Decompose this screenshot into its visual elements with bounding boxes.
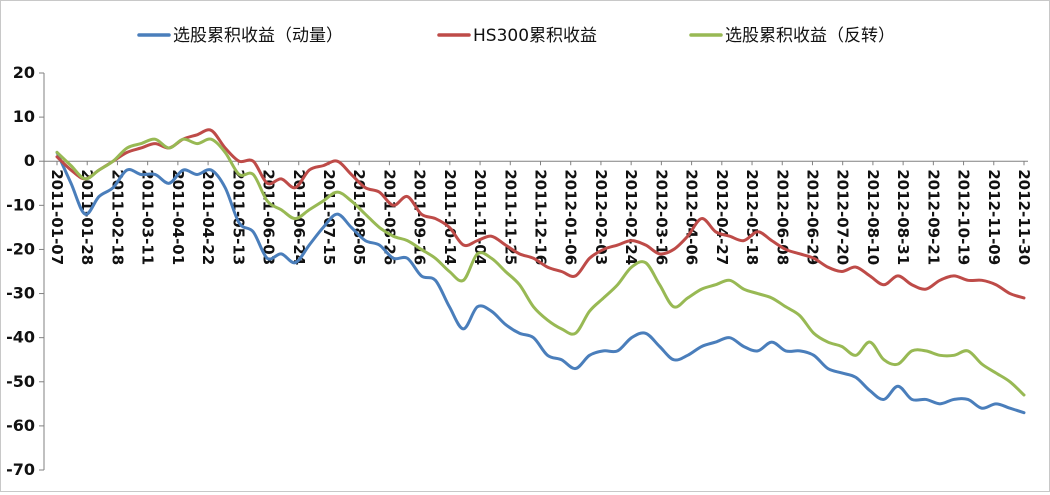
y-tick-label: -10 — [6, 195, 35, 214]
momentum-series-line — [55, 150, 1026, 415]
y-tick-label: 0 — [24, 151, 35, 170]
x-tick-label: 2012-09-21 — [924, 169, 942, 265]
x-tick-label: 2012-03-16 — [652, 169, 670, 265]
x-tick-label: 2011-07-15 — [320, 169, 338, 265]
x-tick-label: 2011-02-18 — [108, 169, 126, 265]
x-tick-label: 2011-11-04 — [471, 169, 489, 265]
x-tick-label: 2011-05-13 — [229, 169, 247, 265]
x-tick-label: 2012-04-27 — [713, 169, 731, 265]
x-tick-label: 2012-01-06 — [562, 169, 580, 265]
x-axis: 2011-01-07 2011-01-28 2011-02-18 2011-03-11… — [44, 160, 1033, 265]
y-tick-label: -40 — [6, 328, 35, 347]
x-tick-label: 2012-08-10 — [864, 169, 882, 265]
y-tick-label: 10 — [13, 107, 35, 126]
legend-item-reversal: 选股累积收益（反转） — [689, 26, 895, 46]
legend-label: 选股累积收益（反转） — [725, 26, 895, 46]
series-layer — [55, 128, 1026, 415]
y-tick-label: -20 — [6, 239, 35, 258]
y-axis: 20 10 0 -10 -20 -30 -40 -50 -60 -70 — [6, 63, 45, 479]
x-tick-label: 2011-01-07 — [48, 169, 66, 265]
legend: 选股累积收益（动量） HS300累积收益 选股累积收益（反转） — [137, 26, 895, 46]
x-tick-label: 2011-12-16 — [532, 169, 550, 265]
x-tick-label: 2012-07-20 — [834, 169, 852, 265]
x-tick-label: 2011-08-26 — [380, 169, 398, 265]
x-tick-label: 2012-06-08 — [773, 169, 791, 265]
x-tick-label: 2011-03-11 — [139, 169, 157, 265]
reversal-series-line — [55, 137, 1026, 397]
hs300-series-line — [55, 128, 1026, 300]
x-tick-label: 2011-11-25 — [501, 169, 519, 265]
x-tick-label: 2011-04-22 — [199, 169, 217, 265]
x-tick-label: 2012-06-29 — [803, 169, 821, 265]
y-tick-label: -60 — [6, 416, 35, 435]
legend-label: 选股累积收益（动量） — [173, 26, 343, 46]
x-tick-label: 2012-08-31 — [894, 169, 912, 265]
x-tick-label: 2012-02-24 — [622, 169, 640, 265]
x-tick-label: 2012-04-06 — [683, 169, 701, 265]
x-tick-label: 2012-11-09 — [985, 169, 1003, 265]
y-tick-label: -50 — [6, 372, 35, 391]
x-tick-label: 2011-10-14 — [441, 169, 459, 265]
x-tick-label: 2011-01-28 — [78, 169, 96, 265]
x-tick-label: 2012-02-03 — [592, 169, 610, 265]
x-tick-label: 2011-09-16 — [411, 169, 429, 265]
legend-item-momentum: 选股累积收益（动量） — [137, 26, 343, 46]
y-tick-label: -70 — [6, 460, 35, 479]
legend-label: HS300累积收益 — [473, 26, 597, 46]
x-tick-label: 2012-05-18 — [743, 169, 761, 265]
y-tick-label: 20 — [13, 63, 35, 82]
y-tick-label: -30 — [6, 284, 35, 303]
x-tick-label: 2012-11-30 — [1015, 169, 1033, 265]
legend-item-hs300: HS300累积收益 — [437, 26, 597, 46]
x-tick-label: 2011-04-01 — [169, 169, 187, 265]
x-tick-label: 2012-10-19 — [955, 169, 973, 265]
